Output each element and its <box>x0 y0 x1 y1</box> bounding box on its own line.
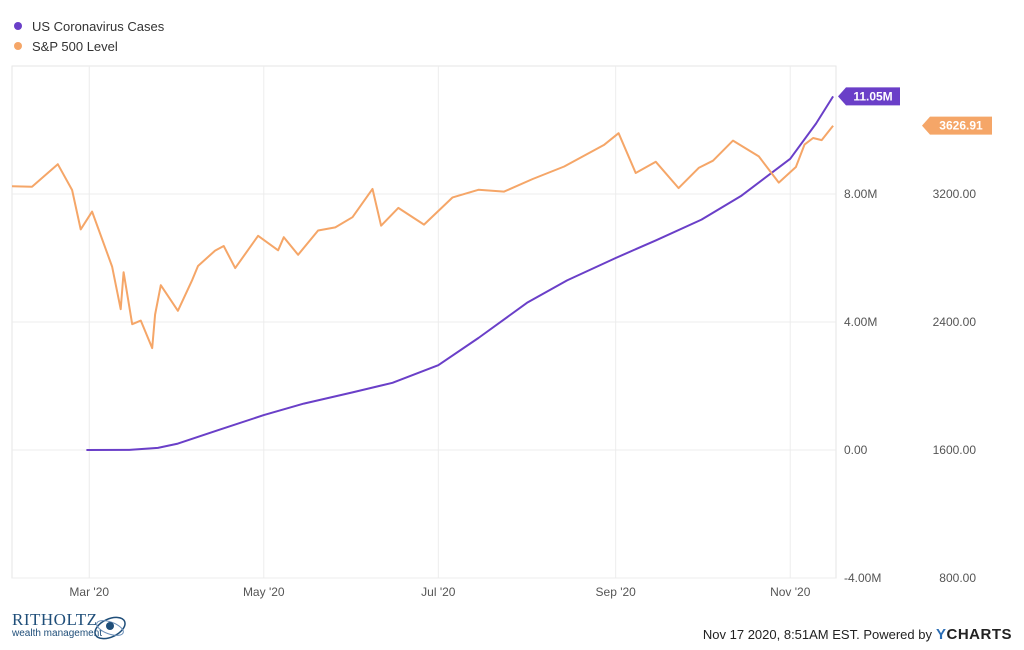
line-chart: Mar '20 May '20 Jul '20 Sep '20 Nov '20 -4.00… <box>11 65 992 599</box>
right-axis-tick-label: 1600.00 <box>933 443 977 457</box>
ycharts-logo[interactable]: YCHARTS <box>936 626 1012 643</box>
legend-label-cases: US Coronavirus Cases <box>32 18 165 34</box>
legend-label-sp500: S&P 500 Level <box>32 38 118 54</box>
end-label-cases-tag <box>838 87 900 106</box>
x-tick-label: May '20 <box>243 585 285 599</box>
left-axis-tick-label: 4.00M <box>844 315 877 329</box>
footer-timestamp: Nov 17 2020, 8:51AM EST. <box>702 627 860 642</box>
end-label-cases-text: 11.05M <box>853 89 892 103</box>
series-line-s-p-500-level <box>11 125 834 350</box>
right-axis-tick-label: 3200.00 <box>933 187 977 201</box>
logo-name: RITHOLTZ <box>12 610 98 629</box>
legend-item-cases[interactable]: US Coronavirus Cases <box>14 16 164 36</box>
ycharts-rest: CHARTS <box>946 626 1012 643</box>
logo-subtitle: wealth management <box>12 628 103 639</box>
chart-legend: US Coronavirus Cases S&P 500 Level <box>14 16 164 56</box>
x-tick-label: Jul '20 <box>421 585 456 599</box>
legend-item-sp500[interactable]: S&P 500 Level <box>14 36 164 56</box>
right-axis-tick-label: 800.00 <box>939 571 976 585</box>
logo-emblem-icon <box>94 616 126 640</box>
legend-swatch-sp500 <box>14 42 22 50</box>
legend-swatch-cases <box>14 22 22 30</box>
series-line-us-coronavirus-cases <box>86 95 834 451</box>
left-axis-tick-label: 8.00M <box>844 187 877 201</box>
ycharts-y: Y <box>935 626 947 643</box>
end-label-sp500-tag <box>922 116 992 135</box>
x-tick-label: Nov '20 <box>770 585 811 599</box>
footer-attribution: Nov 17 2020, 8:51AM EST. Powered by YCHA… <box>703 626 1012 643</box>
left-axis-tick-label: -4.00M <box>844 571 881 585</box>
end-label-sp500-text: 3626.91 <box>939 119 983 133</box>
ritholtz-logo[interactable]: RITHOLTZ wealth management <box>12 610 132 644</box>
left-axis-tick-label: 0.00 <box>844 443 868 457</box>
right-axis-tick-label: 2400.00 <box>933 315 977 329</box>
footer-powered-by: Powered by <box>863 627 932 642</box>
x-tick-label: Mar '20 <box>69 585 109 599</box>
x-tick-label: Sep '20 <box>596 585 637 599</box>
